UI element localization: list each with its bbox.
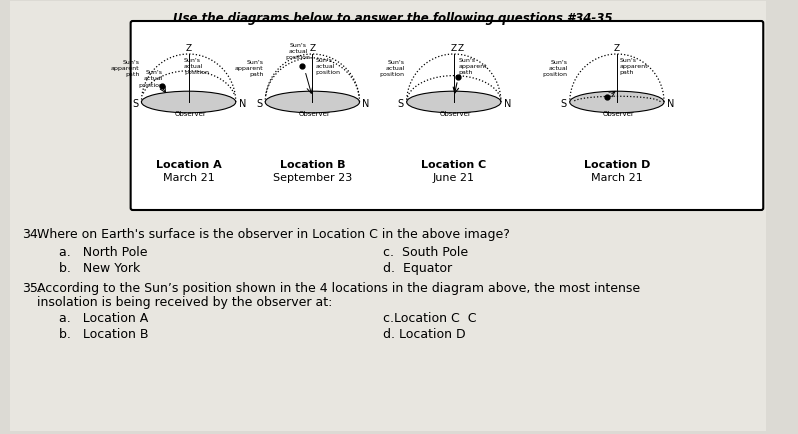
FancyBboxPatch shape — [10, 2, 766, 431]
Text: June 21: June 21 — [433, 173, 475, 183]
Text: b.   New York: b. New York — [59, 261, 140, 274]
Text: Sun's
actual
position: Sun's actual position — [184, 58, 209, 75]
Text: Sun's
apparent
path: Sun's apparent path — [459, 58, 487, 75]
Text: d.  Equator: d. Equator — [383, 261, 452, 274]
Text: March 21: March 21 — [163, 173, 215, 183]
Text: Sun's
actual
position: Sun's actual position — [543, 60, 567, 77]
Text: Location B: Location B — [279, 160, 345, 170]
Text: Z: Z — [186, 44, 192, 53]
Text: September 23: September 23 — [273, 173, 352, 183]
Text: N: N — [667, 99, 674, 109]
Text: c.Location C  C: c.Location C C — [383, 311, 476, 324]
Text: Observer: Observer — [603, 111, 634, 117]
Text: Observer: Observer — [175, 111, 207, 117]
FancyBboxPatch shape — [131, 22, 763, 210]
Text: a.   Location A: a. Location A — [59, 311, 148, 324]
Text: S: S — [256, 99, 263, 109]
Text: N: N — [239, 99, 246, 109]
Text: S: S — [561, 99, 567, 109]
Text: Sun's
actual
position: Sun's actual position — [315, 58, 340, 75]
Text: Where on Earth's surface is the observer in Location C in the above image?: Where on Earth's surface is the observer… — [38, 227, 510, 240]
Text: Observer: Observer — [298, 111, 330, 117]
Text: d. Location D: d. Location D — [383, 327, 466, 340]
Text: N: N — [504, 99, 512, 109]
Text: Z: Z — [458, 44, 464, 53]
Text: According to the Sun’s position shown in the 4 locations in the diagram above, t: According to the Sun’s position shown in… — [38, 281, 641, 294]
Text: Z: Z — [614, 44, 620, 53]
Text: March 21: March 21 — [591, 173, 642, 183]
Text: Sun's
apparent
path: Sun's apparent path — [620, 58, 649, 75]
Text: insolation is being received by the observer at:: insolation is being received by the obse… — [38, 295, 333, 308]
Text: c.  South Pole: c. South Pole — [383, 246, 468, 258]
Text: Sun's
apparent
path: Sun's apparent path — [111, 60, 140, 77]
Text: Use the diagrams below to answer the following questions #34-35: Use the diagrams below to answer the fol… — [173, 12, 613, 25]
Ellipse shape — [570, 92, 664, 114]
Text: 35.: 35. — [22, 281, 41, 294]
Text: Sun's
actual
position: Sun's actual position — [380, 60, 405, 77]
Text: N: N — [362, 99, 369, 109]
Text: 34.: 34. — [22, 227, 41, 240]
Ellipse shape — [265, 92, 360, 114]
Ellipse shape — [407, 92, 501, 114]
Ellipse shape — [141, 92, 235, 114]
Text: S: S — [397, 99, 404, 109]
Text: b.   Location B: b. Location B — [59, 327, 148, 340]
Text: Observer: Observer — [440, 111, 472, 117]
Text: Location D: Location D — [583, 160, 650, 170]
Text: Sun's
actual
position: Sun's actual position — [138, 70, 163, 88]
Text: Location C: Location C — [421, 160, 487, 170]
Text: Z: Z — [451, 44, 457, 53]
Text: Z: Z — [310, 44, 315, 53]
Text: Location A: Location A — [156, 160, 222, 170]
Text: S: S — [132, 99, 139, 109]
Text: Sun's
apparent
path: Sun's apparent path — [235, 60, 263, 77]
Text: a.   North Pole: a. North Pole — [59, 246, 148, 258]
Text: Sun's
actual
position: Sun's actual position — [286, 43, 310, 60]
